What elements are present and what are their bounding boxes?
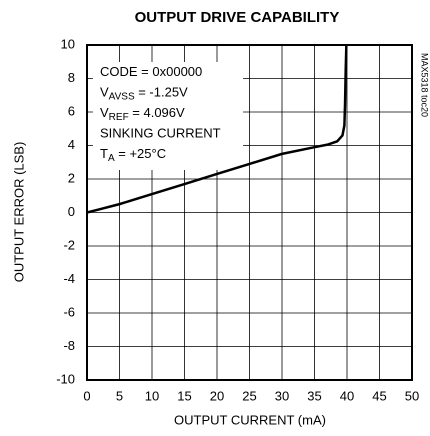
y-axis-label: OUTPUT ERROR (LSB) <box>11 142 26 283</box>
chart-title: OUTPUT DRIVE CAPABILITY <box>135 9 340 26</box>
x-tick-label: 10 <box>145 388 159 403</box>
y-tick-label: 2 <box>68 170 75 185</box>
annotation-subscript: AVSS <box>109 91 135 102</box>
x-tick-label: 50 <box>405 388 419 403</box>
x-tick-label: 15 <box>177 388 191 403</box>
annotation-part: SINKING CURRENT <box>100 126 221 141</box>
annotation: SINKING CURRENT <box>100 126 221 141</box>
y-tick-label: -2 <box>63 237 75 252</box>
y-tick-label: -8 <box>63 338 75 353</box>
x-tick-label: 45 <box>372 388 386 403</box>
x-tick-label: 40 <box>340 388 354 403</box>
annotation-part: CODE = 0x00000 <box>100 64 202 79</box>
x-axis-label: OUTPUT CURRENT (mA) <box>174 412 326 427</box>
y-tick-label: 0 <box>68 204 75 219</box>
side-note: MAX5318 toc20 <box>420 53 430 117</box>
annotation-part: V <box>100 85 109 100</box>
annotation-part: = +25°C <box>115 146 166 161</box>
annotation: VREF = 4.096V <box>100 105 185 122</box>
y-tick-label: 6 <box>68 103 75 118</box>
x-tick-label: 20 <box>210 388 224 403</box>
annotation: CODE = 0x00000 <box>100 64 202 79</box>
y-tick-label: 8 <box>68 70 75 85</box>
x-tick-label: 25 <box>242 388 256 403</box>
y-tick-label: -4 <box>63 271 75 286</box>
x-tick-label: 30 <box>275 388 289 403</box>
y-tick-label: -10 <box>56 371 75 386</box>
annotation-subscript: A <box>108 153 115 164</box>
y-tick-label: 4 <box>68 137 75 152</box>
annotation-part: = -1.25V <box>135 85 188 100</box>
annotation-part: T <box>100 146 108 161</box>
annotation: VAVSS = -1.25V <box>100 85 188 102</box>
annotation: TA = +25°C <box>100 146 166 163</box>
annotation-part: V <box>100 105 109 120</box>
annotation-part: = 4.096V <box>129 105 185 120</box>
x-tick-label: 0 <box>83 388 90 403</box>
annotation-box <box>93 62 243 170</box>
x-tick-label: 35 <box>307 388 321 403</box>
data-line <box>86 44 348 214</box>
y-tick-label: 10 <box>61 36 75 51</box>
y-tick-label: -6 <box>63 304 75 319</box>
annotation-subscript: REF <box>109 112 129 123</box>
x-tick-label: 5 <box>116 388 123 403</box>
